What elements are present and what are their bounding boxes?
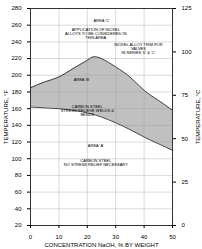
svg-text:200: 200 bbox=[11, 72, 22, 78]
svg-text:CARBON STEELNO STRESS RELIEF N: CARBON STEELNO STRESS RELIEF NECESSARY bbox=[64, 158, 128, 167]
svg-text:240: 240 bbox=[11, 39, 22, 45]
svg-text:100: 100 bbox=[11, 156, 22, 162]
svg-text:25: 25 bbox=[182, 179, 189, 185]
svg-text:50: 50 bbox=[169, 234, 176, 240]
svg-text:TEMPERATURE, °F: TEMPERATURE, °F bbox=[3, 90, 9, 145]
svg-text:0: 0 bbox=[182, 222, 186, 228]
svg-text:140: 140 bbox=[11, 122, 22, 128]
svg-text:80: 80 bbox=[15, 172, 22, 178]
svg-text:30: 30 bbox=[112, 234, 119, 240]
svg-text:125: 125 bbox=[182, 5, 193, 11]
svg-text:100: 100 bbox=[182, 49, 193, 55]
svg-text:50: 50 bbox=[182, 136, 189, 142]
svg-text:120: 120 bbox=[11, 139, 22, 145]
svg-text:0: 0 bbox=[29, 234, 33, 240]
svg-text:CONCENTRATION NaOH, % BY WEIGH: CONCENTRATION NaOH, % BY WEIGHT bbox=[44, 242, 158, 248]
svg-text:NICKEL ALLOY TRIM FORVALVESIN: NICKEL ALLOY TRIM FORVALVESIN SERIES '6'… bbox=[114, 42, 162, 55]
svg-text:40: 40 bbox=[141, 234, 148, 240]
svg-text:220: 220 bbox=[11, 55, 22, 61]
svg-text:APPLICATION OF NICKELALLOYS TO: APPLICATION OF NICKELALLOYS TO BE CONSID… bbox=[65, 27, 127, 40]
svg-text:180: 180 bbox=[11, 89, 22, 95]
svg-text:260: 260 bbox=[11, 22, 22, 28]
svg-text:75: 75 bbox=[182, 92, 189, 98]
svg-text:60: 60 bbox=[15, 189, 22, 195]
svg-text:20: 20 bbox=[84, 234, 91, 240]
svg-text:CARBON STEELSTRESS RELIEVE WEL: CARBON STEELSTRESS RELIEVE WELDS &BENDS bbox=[61, 104, 114, 117]
svg-text:280: 280 bbox=[11, 5, 22, 11]
svg-text:AREA 'C': AREA 'C' bbox=[93, 18, 109, 23]
svg-text:AREA 'B': AREA 'B' bbox=[74, 77, 90, 82]
svg-text:AREA 'A': AREA 'A' bbox=[88, 143, 104, 148]
svg-text:160: 160 bbox=[11, 106, 22, 112]
svg-text:TEMPERATURE, °C: TEMPERATURE, °C bbox=[195, 89, 201, 145]
svg-text:10: 10 bbox=[56, 234, 63, 240]
svg-text:40: 40 bbox=[15, 206, 22, 212]
svg-text:20: 20 bbox=[15, 222, 22, 228]
